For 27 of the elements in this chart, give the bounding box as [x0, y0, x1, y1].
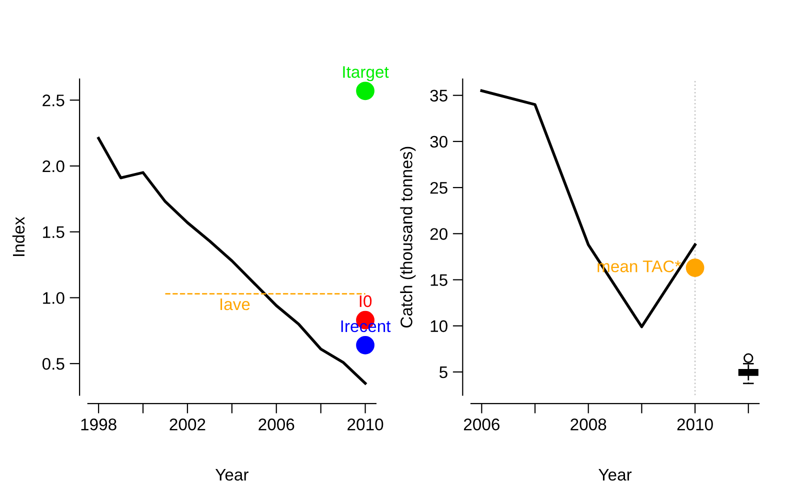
x-tick-label: 2008 [570, 418, 606, 430]
series-label: Iave [220, 298, 250, 310]
y-tick-label: 10 [430, 320, 448, 332]
x-tick-label: 2010 [348, 418, 384, 430]
y-tick-label: 25 [430, 182, 448, 194]
series-label: I0 [360, 295, 372, 308]
series-label: Itarget [343, 66, 389, 82]
y-tick-label: 1.0 [43, 292, 64, 304]
x-tick-label: 2002 [170, 418, 206, 430]
y-tick-label: 2.0 [42, 160, 64, 172]
x-tick-label: 2006 [464, 418, 500, 430]
y-tick-label: 35 [430, 90, 448, 102]
x-tick-label: 2006 [258, 418, 294, 430]
y-tick-label: 2.5 [42, 94, 64, 106]
y-tick-label: 20 [430, 228, 448, 240]
y-tick-label: 30 [430, 136, 448, 148]
y-tick-label: 1.5 [43, 226, 64, 238]
x-axis-title: Year [598, 468, 632, 481]
x-tick-label: 2010 [677, 418, 713, 430]
line-series [480, 89, 696, 328]
y-tick-label: 15 [430, 274, 448, 286]
x-tick-label: 1998 [81, 418, 116, 430]
y-tick-label: 5 [439, 366, 448, 378]
y-axis-title: Index [12, 216, 25, 256]
y-tick-label: 0.5 [42, 358, 64, 370]
x-axis-title: Year [215, 468, 248, 481]
y-axis-title: Catch (thousand tonnes) [400, 146, 416, 328]
